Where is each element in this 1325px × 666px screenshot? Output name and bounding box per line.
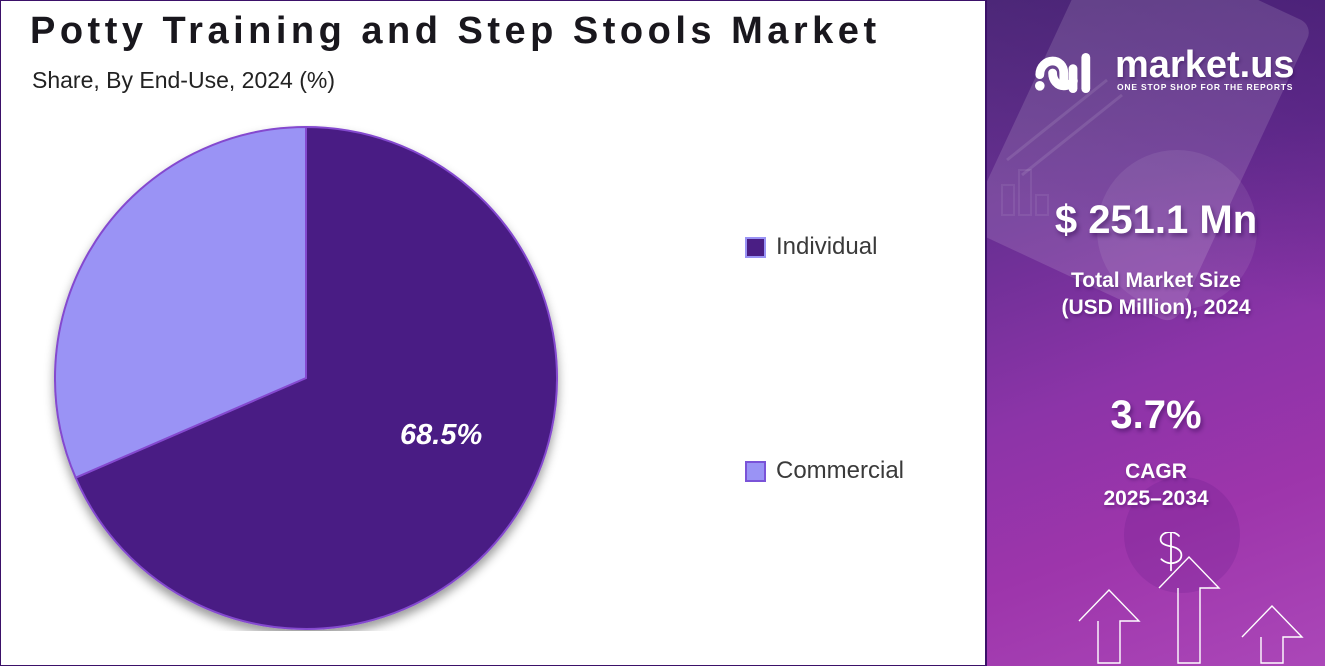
svg-text:68.5%: 68.5% bbox=[400, 419, 482, 451]
